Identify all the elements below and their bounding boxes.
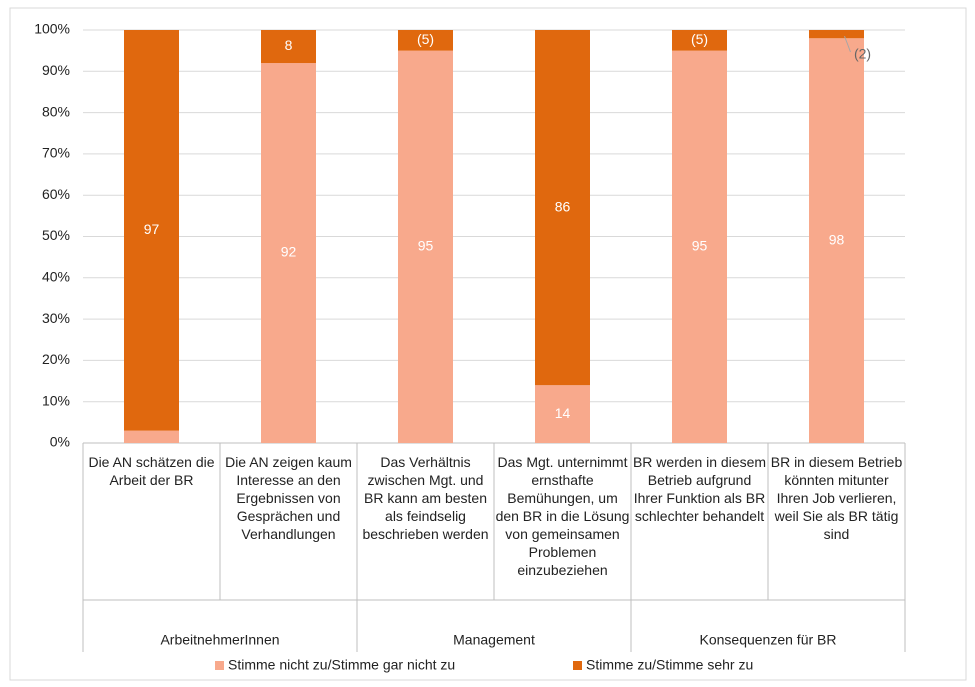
value-label: 95 [692, 238, 708, 254]
y-tick-label: 20% [42, 351, 70, 367]
value-label: 92 [281, 244, 297, 260]
bar-segment [535, 385, 590, 443]
frame [9, 7, 967, 681]
bar-segment [535, 30, 590, 386]
value-label: 98 [829, 231, 845, 247]
y-tick-label: 0% [50, 434, 70, 450]
x-tick-label: Die AN schätzen die Arbeit der BR [88, 454, 215, 488]
value-label: (5) [691, 31, 708, 47]
bar-segment [261, 63, 316, 443]
bar-segment [398, 50, 453, 444]
value-label: 8 [285, 37, 293, 53]
value-label: 97 [144, 221, 160, 237]
bar-segment [124, 30, 179, 431]
group-label: ArbeitnehmerInnen [160, 632, 279, 648]
x-tick-label: Das Mgt. unternimmt ernsthafte Bemühunge… [495, 454, 630, 578]
value-label: (5) [417, 31, 434, 47]
y-tick-label: 40% [42, 269, 70, 285]
y-tick-label: 100% [34, 21, 70, 37]
bar-segment [398, 30, 453, 51]
x-tick-label: BR in diesem Betrieb könnten mitunter Ih… [770, 454, 903, 542]
group-label: Management [453, 632, 535, 648]
y-tick-label: 50% [42, 227, 70, 243]
y-tick-label: 10% [42, 392, 70, 408]
legend-label: Stimme zu/Stimme sehr zu [586, 657, 753, 673]
bar-segment [672, 50, 727, 444]
x-tick-label: Die AN zeigen kaum Interesse an den Erge… [225, 454, 352, 542]
bar-segment [672, 30, 727, 51]
x-tick-label: Das Verhältnis zwischen Mgt. und BR kann… [362, 454, 489, 542]
value-label: 95 [418, 238, 434, 254]
value-label: 14 [555, 405, 571, 421]
y-tick-label: 90% [42, 62, 70, 78]
leader-line [844, 35, 851, 53]
value-label: (2) [854, 46, 871, 62]
legend-label: Stimme nicht zu/Stimme gar nicht zu [228, 657, 455, 673]
legend-swatch [215, 661, 224, 670]
y-tick-label: 70% [42, 145, 70, 161]
bar-segment [809, 38, 864, 443]
bar-segment [261, 30, 316, 64]
value-label: 86 [555, 198, 571, 214]
y-tick-label: 30% [42, 310, 70, 326]
x-tick-label: BR werden in diesem Betrieb aufgrund Ihr… [632, 454, 767, 524]
bar-segment [124, 430, 179, 443]
group-label: Konsequenzen für BR [700, 632, 837, 648]
y-tick-label: 80% [42, 103, 70, 119]
legend-swatch [573, 661, 582, 670]
y-tick-label: 60% [42, 186, 70, 202]
bar-segment [809, 30, 864, 39]
